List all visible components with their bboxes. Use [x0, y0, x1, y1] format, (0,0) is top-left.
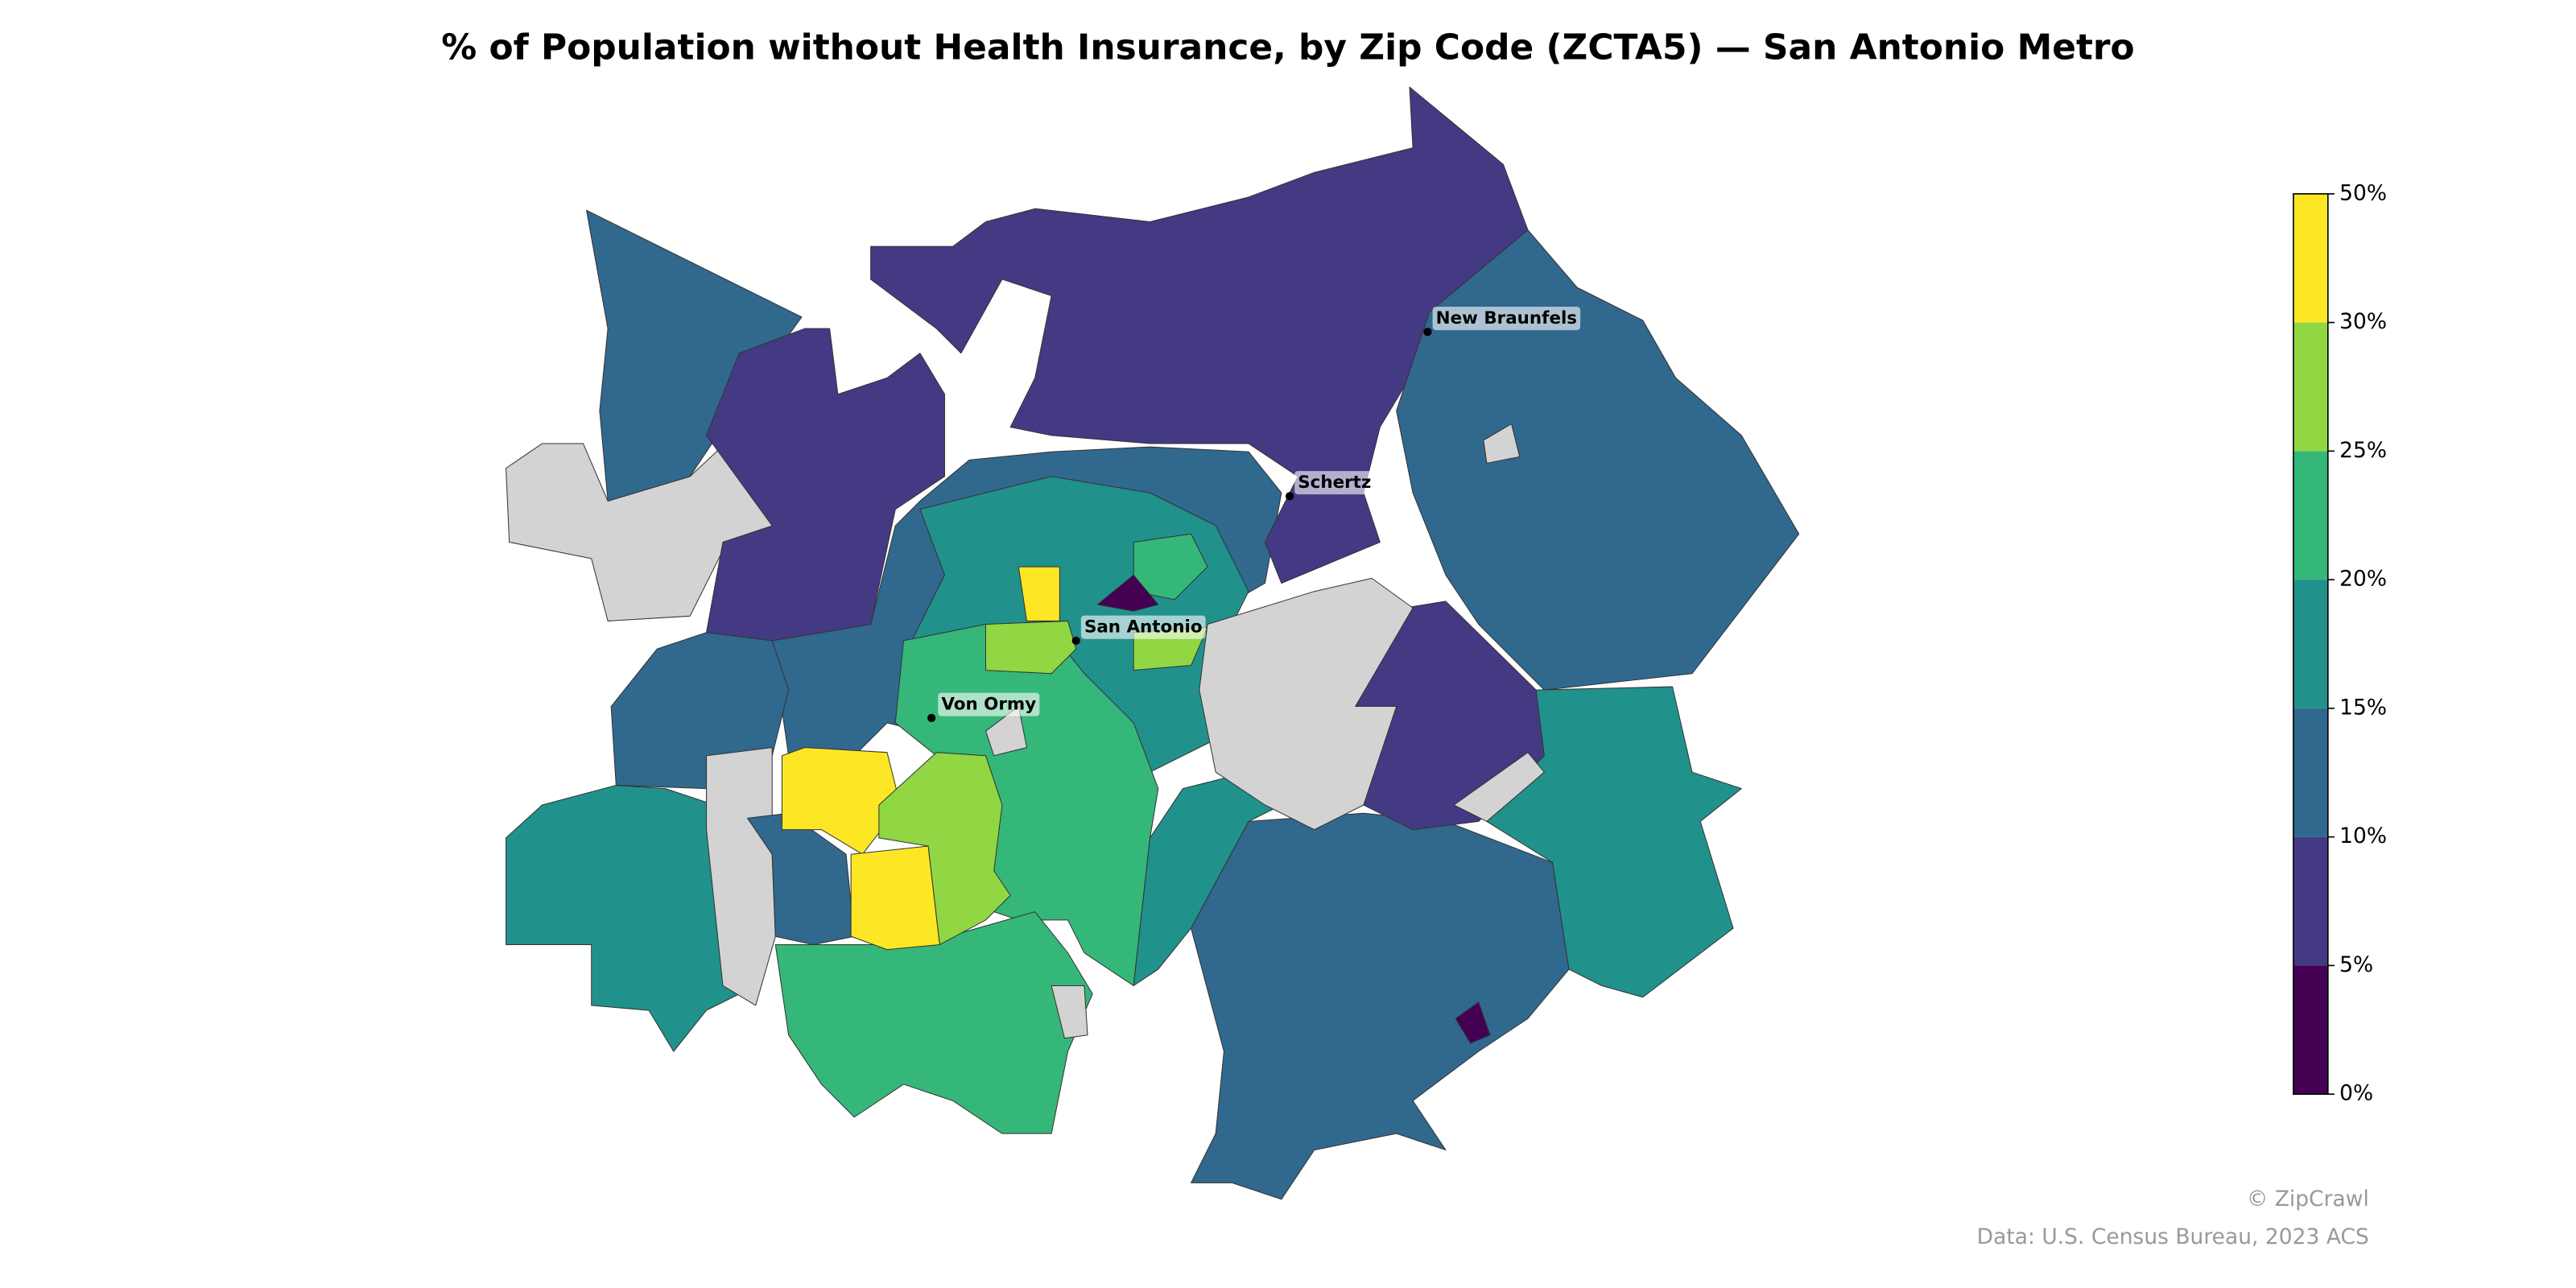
colorbar-bin [2293, 836, 2328, 966]
colorbar-bin [2293, 580, 2328, 708]
colorbar-tick-label: 30% [2339, 309, 2387, 334]
colorbar-bin [2293, 451, 2328, 580]
zcta-region [1051, 985, 1088, 1039]
place-label-box [938, 692, 1040, 716]
credit: © ZipCrawl [2247, 1187, 2369, 1212]
zcta-region [878, 752, 1011, 945]
place-dot [1423, 328, 1432, 336]
colorbar-bin [2293, 708, 2328, 837]
colorbar-tick-label: 5% [2339, 952, 2373, 977]
colorbar-bin [2293, 322, 2328, 452]
colorbar-tick-label: 15% [2339, 695, 2387, 720]
colorbar-tick-label: 10% [2339, 824, 2387, 848]
place-label-box [1432, 307, 1581, 331]
zcta-region [1096, 574, 1159, 612]
zcta-region [706, 328, 945, 642]
zcta-region [1191, 812, 1570, 1200]
zcta-region [774, 911, 1093, 1134]
map-title: % of Population without Health Insurance… [441, 27, 2134, 68]
zcta-region [985, 620, 1077, 675]
place-dot [1071, 636, 1080, 646]
place-label: New Braunfels [1436, 308, 1577, 328]
source-note: Data: U.S. Census Bureau, 2023 ACS [1977, 1224, 2369, 1249]
regions [506, 86, 1800, 1200]
zcta-region [870, 86, 1529, 584]
colorbar-tick-label: 0% [2339, 1081, 2373, 1106]
colorbar-frame [2293, 193, 2329, 1095]
colorbar: 0% 5% 10% 15% 20% 25% 30% 50% [2293, 180, 2387, 1106]
place-dot [927, 713, 936, 722]
place-label: Schertz [1298, 473, 1371, 493]
colorbar-bin [2293, 965, 2328, 1095]
place-label-box [1080, 615, 1206, 639]
place-label: San Antonio [1084, 617, 1203, 638]
colorbar-tick-label: 25% [2339, 438, 2387, 463]
zcta-region [1396, 229, 1800, 691]
zcta-region [1199, 577, 1414, 831]
zcta-region [1483, 423, 1521, 464]
colorbar-tick-label: 50% [2339, 180, 2387, 205]
place-dot [1285, 492, 1294, 501]
zcta-region [1455, 1001, 1491, 1044]
place-label: Von Ormy [941, 695, 1036, 715]
place-label-box [1294, 471, 1375, 495]
zcta-region [850, 845, 940, 951]
places: New Braunfels Schertz San Antonio Von Or… [927, 307, 1581, 722]
zcta-region [1453, 752, 1545, 822]
colorbar-bin [2293, 193, 2328, 323]
zcta-region [1018, 566, 1060, 621]
colorbar-tick-label: 20% [2339, 567, 2387, 592]
